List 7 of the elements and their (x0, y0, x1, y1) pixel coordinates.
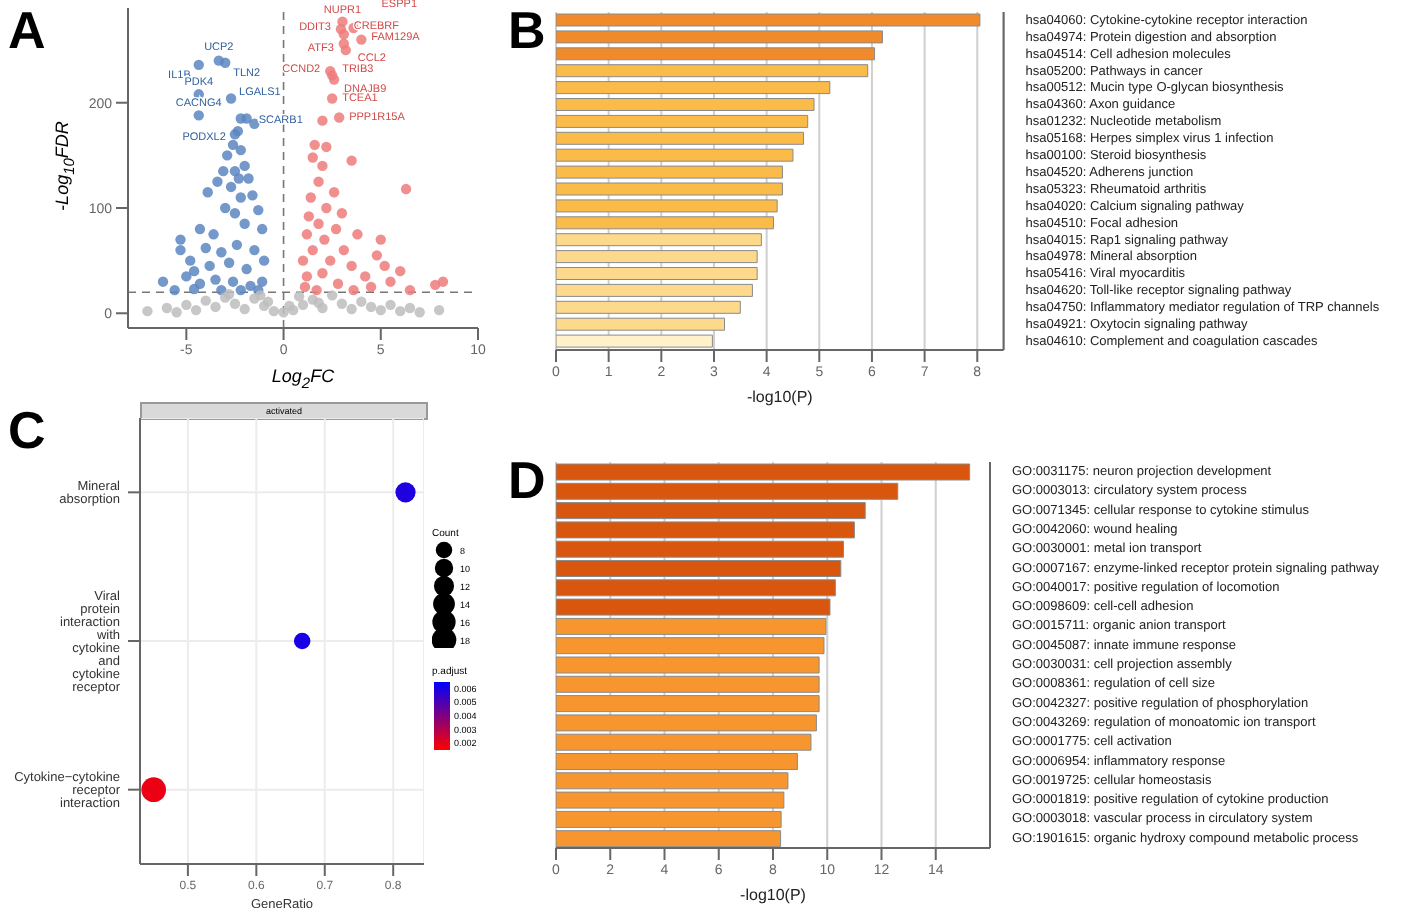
x-axis-title: -log10(P) (740, 886, 807, 904)
text: A (8, 0, 46, 62)
x-axis-title: -log10(P) (746, 388, 814, 406)
text: D (508, 450, 546, 512)
text: B (508, 0, 546, 62)
x-axis-title: Log$_{2}$FC (271, 366, 335, 392)
text: C (8, 400, 46, 462)
